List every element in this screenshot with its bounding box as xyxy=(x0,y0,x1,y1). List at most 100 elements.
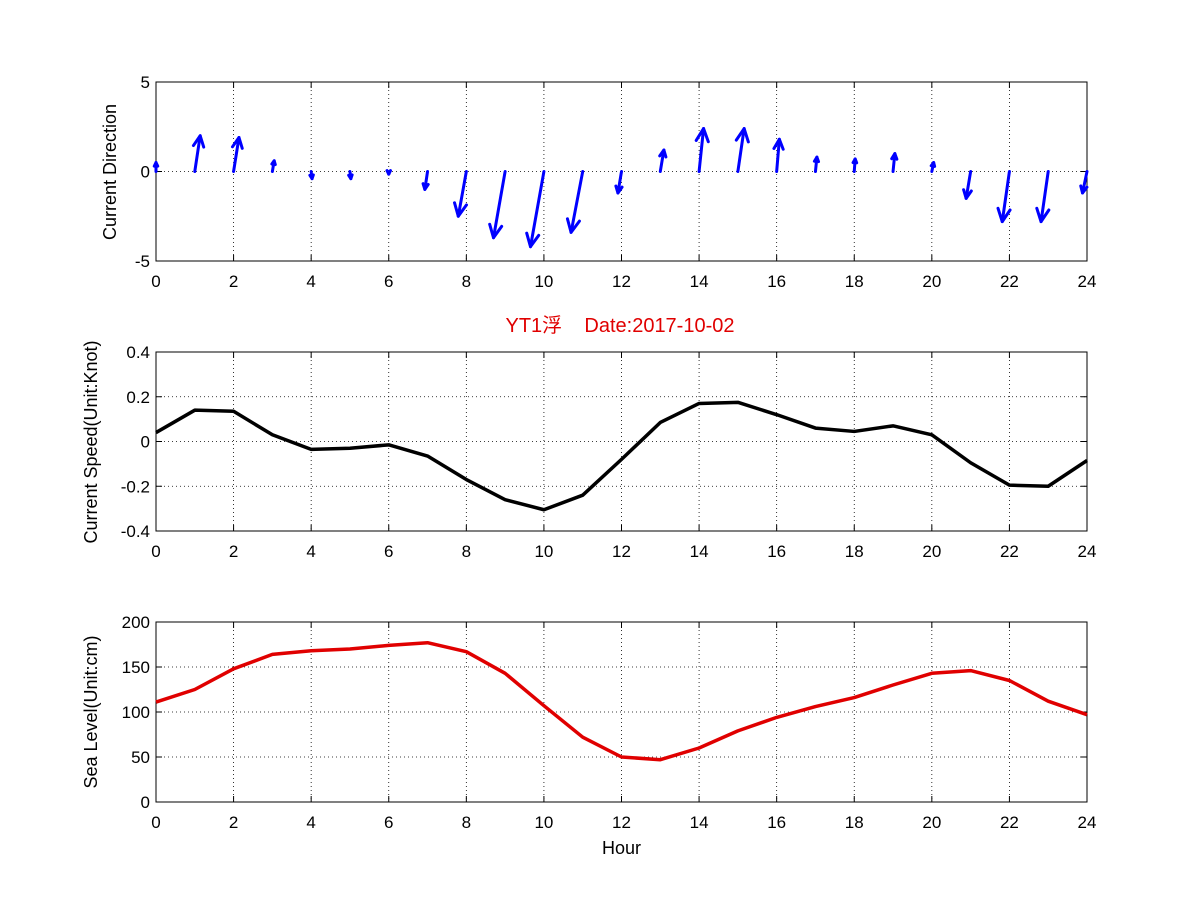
arrow-shaft xyxy=(697,127,706,173)
x-tick-label: 8 xyxy=(462,813,471,832)
x-tick-label: 18 xyxy=(845,542,864,561)
arrow-head xyxy=(812,155,821,164)
y-axis-label: Current Speed(Unit:Knot) xyxy=(81,340,101,543)
x-tick-label: 4 xyxy=(306,813,315,832)
x-tick-label: 0 xyxy=(151,542,160,561)
x-tick-label: 16 xyxy=(767,272,786,291)
y-axis-label: Current Direction xyxy=(100,104,120,240)
x-tick-label: 16 xyxy=(767,813,786,832)
y-tick-label: 0.4 xyxy=(126,343,150,362)
x-tick-label: 2 xyxy=(229,542,238,561)
quiver-arrow xyxy=(1035,170,1051,224)
x-tick-label: 2 xyxy=(229,813,238,832)
x-tick-label: 4 xyxy=(306,542,315,561)
axes-frame xyxy=(155,621,1088,803)
arrow-head xyxy=(658,148,668,159)
arrow-shaft xyxy=(1039,170,1050,224)
quiver-arrow xyxy=(270,159,277,173)
quiver-arrow xyxy=(851,157,859,173)
arrow-head xyxy=(851,157,859,165)
y-tick-label: 150 xyxy=(122,658,150,677)
x-tick-label: 14 xyxy=(690,542,709,561)
arrow-shaft xyxy=(964,170,973,200)
x-tick-label: 8 xyxy=(462,272,471,291)
arrow-head xyxy=(308,173,315,181)
x-tick-label: 10 xyxy=(534,542,553,561)
x-tick-label: 8 xyxy=(462,542,471,561)
y-tick-label: 0 xyxy=(141,433,150,452)
quiver-arrow xyxy=(385,169,392,176)
quiver-arrow xyxy=(1079,170,1089,195)
quiver-arrow xyxy=(772,137,785,173)
x-tick-label: 24 xyxy=(1078,542,1097,561)
arrow-shaft xyxy=(736,127,746,173)
arrow-head xyxy=(347,173,354,181)
quiver-arrow xyxy=(996,170,1012,224)
arrow-shaft xyxy=(528,170,546,249)
x-tick-label: 12 xyxy=(612,542,631,561)
arrow-head xyxy=(152,161,160,168)
quiver-arrow xyxy=(929,161,937,173)
arrow-head xyxy=(929,161,937,168)
arrow-shaft xyxy=(616,170,623,195)
x-tick-label: 12 xyxy=(612,813,631,832)
x-tick-label: 24 xyxy=(1078,813,1097,832)
plot-area xyxy=(156,352,1087,531)
x-tick-label: 22 xyxy=(1000,272,1019,291)
arrow-shaft xyxy=(456,170,468,218)
x-tick-label: 12 xyxy=(612,272,631,291)
quiver-arrow xyxy=(694,127,710,173)
arrow-head xyxy=(230,135,244,150)
current-speed-panel: 0 2 4 6 8 10 12 14 16 18 20 22 240.40.20-0.2-0.4Curr… xyxy=(81,340,1096,561)
x-tick-label: 18 xyxy=(845,813,864,832)
x-tick-label: 0 xyxy=(151,813,160,832)
arrow-shaft xyxy=(569,170,585,234)
x-tick-label: 6 xyxy=(384,272,393,291)
x-tick-label: 18 xyxy=(845,272,864,291)
arrow-head xyxy=(525,231,541,249)
arrow-head xyxy=(565,217,581,234)
y-tick-label: 5 xyxy=(141,73,150,92)
arrow-shaft xyxy=(775,137,781,173)
arrow-head xyxy=(734,127,750,144)
x-tick-label: 6 xyxy=(384,542,393,561)
arrow-head xyxy=(890,152,899,161)
quiver-arrow xyxy=(347,170,354,181)
arrow-head xyxy=(385,169,392,176)
arrow-head xyxy=(421,182,430,191)
arrow-shaft xyxy=(491,170,507,240)
x-tick-label: 22 xyxy=(1000,813,1019,832)
arrow-head xyxy=(1079,184,1089,195)
arrow-head xyxy=(453,201,469,218)
sea-level-line xyxy=(155,640,1088,762)
y-tick-label: 0.2 xyxy=(126,388,150,407)
arrow-shaft xyxy=(1081,170,1089,195)
quiver-arrow xyxy=(421,170,430,191)
x-tick-label: 22 xyxy=(1000,542,1019,561)
arrow-head xyxy=(1035,206,1051,224)
arrow-head xyxy=(191,134,206,149)
arrow-shaft xyxy=(193,134,202,173)
quiver-arrow xyxy=(488,170,507,240)
quiver-arrow xyxy=(658,148,668,173)
quiver-arrow xyxy=(525,170,546,249)
x-tick-label: 14 xyxy=(690,272,709,291)
x-tick-label: 24 xyxy=(1078,272,1097,291)
y-tick-label: 50 xyxy=(131,748,150,767)
x-tick-label: 20 xyxy=(922,813,941,832)
arrow-shaft xyxy=(232,135,241,173)
y-axis-label: Sea Level(Unit:cm) xyxy=(81,635,101,788)
arrow-head xyxy=(772,137,785,151)
quiver-arrow xyxy=(614,170,624,195)
quiver-arrow xyxy=(812,155,821,173)
current-speed-line xyxy=(155,400,1088,512)
x-axis-label: Hour xyxy=(602,838,641,858)
y-tick-label: 200 xyxy=(122,613,150,632)
quiver-arrow xyxy=(152,161,160,173)
y-tick-label: 0 xyxy=(141,163,150,182)
arrow-head xyxy=(270,159,277,167)
quiver-arrow xyxy=(453,170,469,218)
x-tick-label: 0 xyxy=(151,272,160,291)
